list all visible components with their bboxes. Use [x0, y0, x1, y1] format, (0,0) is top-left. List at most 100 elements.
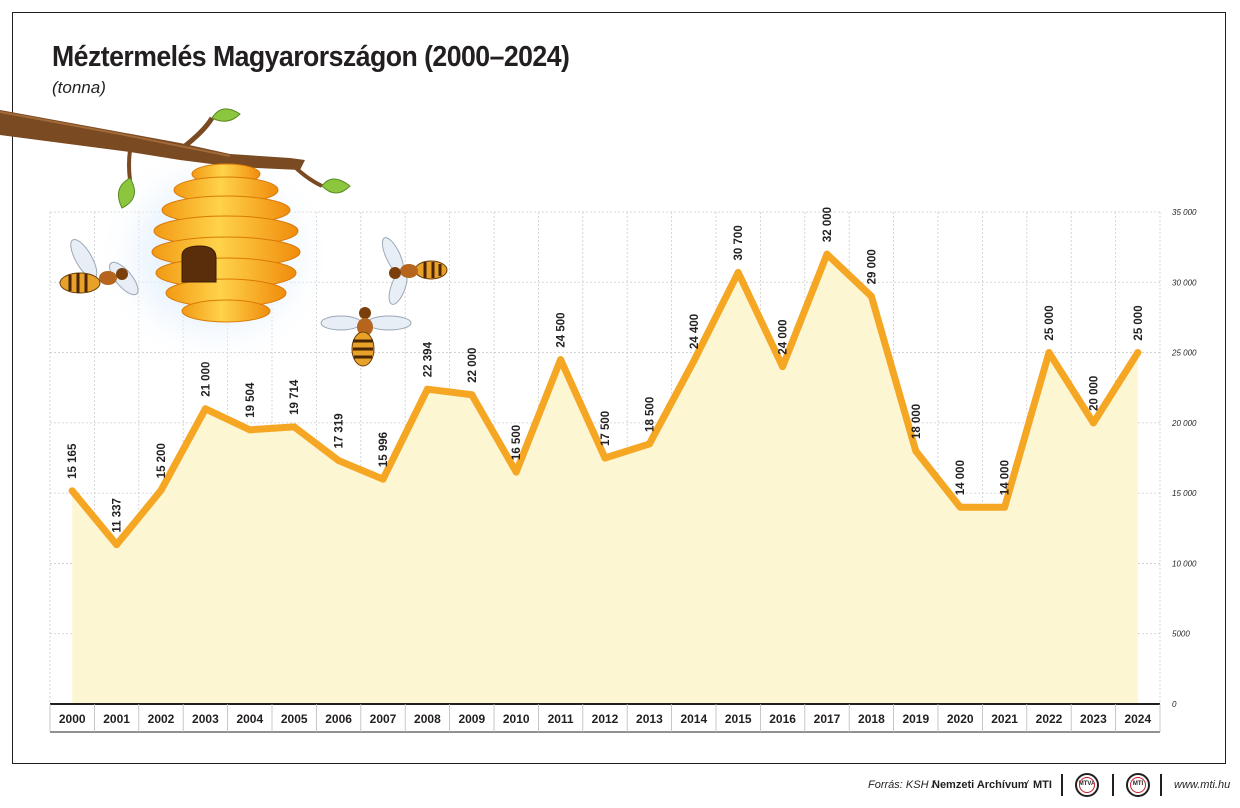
- x-tick-label: 2017: [814, 712, 841, 726]
- data-label: 20 000: [1088, 376, 1100, 411]
- x-tick-label: 2023: [1080, 712, 1107, 726]
- data-point: [779, 363, 787, 371]
- data-point: [379, 475, 387, 483]
- data-label: 19 504: [245, 382, 257, 418]
- bee-icon: [59, 238, 139, 296]
- y-axis: 0 5000 10 000 15 000 20 000 25 000 30 000 35 00…: [1171, 208, 1197, 709]
- data-point: [867, 292, 875, 300]
- x-tick-label: 2000: [59, 712, 86, 726]
- x-tick-label: 2024: [1124, 712, 1151, 726]
- x-tick-label: 2022: [1036, 712, 1063, 726]
- data-label: 32 000: [822, 207, 834, 242]
- y-tick-label: 10 000: [1172, 559, 1197, 568]
- data-label: 25 000: [1044, 305, 1056, 340]
- x-tick-label: 2005: [281, 712, 308, 726]
- data-label: 18 500: [644, 397, 656, 432]
- source-archive: Nemzeti Archívum: [932, 779, 1028, 791]
- x-axis: 2000 2001 2002 2003 2004 2005 2006 2007 2008 2009…: [49, 703, 1161, 733]
- x-tick-label: 2021: [991, 712, 1018, 726]
- x-tick-label: 2003: [192, 712, 219, 726]
- data-label: 21 000: [200, 362, 212, 397]
- data-point: [823, 250, 831, 258]
- data-point: [157, 486, 165, 494]
- x-tick-label: 2012: [592, 712, 619, 726]
- site-url: www.mti.hu: [1174, 779, 1231, 791]
- data-label: 15 996: [378, 432, 390, 467]
- data-label: 15 165: [67, 443, 79, 479]
- data-point: [645, 440, 653, 448]
- data-point: [734, 268, 742, 276]
- data-label: 19 714: [289, 379, 301, 415]
- data-point: [1045, 349, 1053, 357]
- data-point: [201, 405, 209, 413]
- data-point: [423, 385, 431, 393]
- data-point: [468, 391, 476, 399]
- x-tick-label: 2006: [325, 712, 352, 726]
- y-tick-label: 25 000: [1171, 349, 1197, 358]
- data-point: [1001, 503, 1009, 511]
- data-labels: 15 165 11 337 15 200 21 000 19 504 19 714 17 3…: [67, 207, 1145, 533]
- beehive-illustration: [0, 108, 448, 370]
- y-tick-label: 20 000: [1171, 419, 1197, 428]
- data-point: [1134, 349, 1142, 357]
- data-label: 17 500: [600, 411, 612, 446]
- x-tick-label: 2014: [680, 712, 707, 726]
- x-tick-label: 2020: [947, 712, 974, 726]
- x-tick-label: 2004: [236, 712, 263, 726]
- source-prefix: Forrás: KSH /: [868, 779, 935, 791]
- x-tick-label: 2007: [370, 712, 397, 726]
- data-label: 24 500: [556, 312, 568, 347]
- data-label: 24 000: [778, 319, 790, 354]
- divider: [1112, 774, 1114, 796]
- data-point: [1089, 419, 1097, 427]
- x-tick-label: 2011: [548, 712, 574, 726]
- x-tick-label: 2009: [458, 712, 485, 726]
- data-point: [690, 357, 698, 365]
- area-fill: [72, 254, 1138, 704]
- x-tick-label: 2002: [148, 712, 175, 726]
- x-tick-label: 2001: [103, 712, 130, 726]
- footer: Forrás: KSH / Nemzeti Archívum / MTI MTV…: [0, 770, 1240, 802]
- data-label: 24 400: [689, 314, 701, 349]
- data-label: 14 000: [1000, 460, 1012, 495]
- beehive-icon: [151, 160, 301, 323]
- data-point: [956, 503, 964, 511]
- source-mti: MTI: [1033, 779, 1052, 791]
- data-label: 15 200: [156, 443, 168, 478]
- x-tick-label: 2010: [503, 712, 530, 726]
- data-label: 22 000: [467, 348, 479, 383]
- data-label: 14 000: [955, 460, 967, 495]
- data-label: 17 319: [334, 413, 346, 448]
- data-label: 18 000: [911, 404, 923, 439]
- data-label: 11 337: [112, 498, 124, 533]
- y-tick-label: 0: [1172, 700, 1177, 709]
- divider: [1160, 774, 1162, 796]
- data-point: [68, 487, 76, 495]
- x-tick-label: 2008: [414, 712, 441, 726]
- series-line: [68, 250, 1142, 549]
- y-tick-label: 30 000: [1172, 278, 1197, 287]
- source-separator: /: [1025, 779, 1029, 791]
- data-label: 25 000: [1133, 305, 1145, 340]
- leaf-icon: [117, 108, 351, 209]
- unit-subtitle: (tonna): [52, 78, 106, 97]
- data-label: 22 394: [422, 341, 434, 377]
- y-tick-label: 15 000: [1172, 489, 1197, 498]
- y-tick-label: 5000: [1172, 630, 1190, 639]
- x-tick-label: 2016: [769, 712, 796, 726]
- data-point: [290, 423, 298, 431]
- x-tick-label: 2019: [902, 712, 929, 726]
- mti-logo-icon: MTI: [1126, 773, 1150, 797]
- data-label: 29 000: [866, 249, 878, 284]
- page-title: Méztermelés Magyarországon (2000–2024): [52, 41, 570, 73]
- data-point: [912, 447, 920, 455]
- data-point: [557, 356, 565, 364]
- x-tick-label: 2013: [636, 712, 663, 726]
- data-label: 30 700: [733, 225, 745, 260]
- data-point: [601, 454, 609, 462]
- data-point: [512, 468, 520, 476]
- bee-icon: [381, 237, 448, 305]
- series-area: [72, 254, 1138, 704]
- branch-icon: [0, 110, 323, 188]
